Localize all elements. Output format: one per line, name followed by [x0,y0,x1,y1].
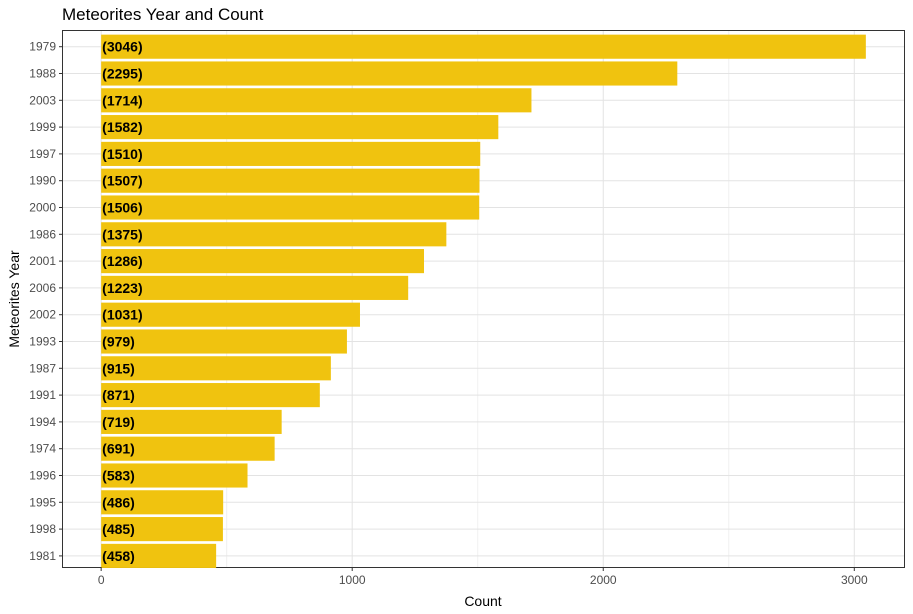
x-tick-label: 1000 [339,573,366,587]
y-tick-label: 2001 [29,254,56,268]
x-axis-title: Count [464,593,501,609]
y-tick-label: 1986 [29,227,56,241]
bar [101,141,481,166]
y-tick-label: 1994 [29,415,56,429]
y-tick-label: 2002 [29,308,56,322]
bar-value-label: (2295) [102,66,142,82]
bar [101,195,480,220]
y-tick-label: 2003 [29,93,56,107]
y-tick-label: 1987 [29,361,56,375]
bar-value-label: (871) [102,387,135,403]
bar-value-label: (691) [102,441,135,457]
bar-value-label: (1714) [102,92,142,108]
x-tick-label: 2000 [590,573,617,587]
y-tick-label: 2000 [29,201,56,215]
x-axis-ticks: 0 1000 2000 3000 [98,567,868,587]
bar [101,329,347,354]
y-tick-label: 1996 [29,469,56,483]
bar-value-label: (1582) [102,119,142,135]
bar [101,115,499,140]
bar [101,383,320,408]
x-tick-label: 0 [98,573,105,587]
bar-value-label: (915) [102,360,135,376]
bar-value-label: (1031) [102,307,142,323]
y-tick-label: 1990 [29,174,56,188]
bar [101,463,248,488]
y-axis-title: Meteorites Year [6,250,22,348]
bar-value-label: (1375) [102,226,142,242]
bar [101,249,425,274]
bar [101,543,217,568]
bar [101,168,480,193]
y-tick-label: 1998 [29,522,56,536]
x-tick-label: 3000 [841,573,868,587]
y-tick-label: 1999 [29,120,56,134]
bar [101,61,678,86]
y-axis-ticks: 1979 1988 2003 1999 1997 1990 2000 1986 2001 2006… [29,40,63,563]
y-tick-label: 1997 [29,147,56,161]
bar [101,409,282,434]
y-tick-label: 1993 [29,335,56,349]
bar [101,517,223,542]
plot-panel-border [62,30,905,568]
bar-value-label: (485) [102,521,135,537]
y-tick-label: 1988 [29,67,56,81]
bar [101,436,275,461]
bar-value-label: (979) [102,334,135,350]
bar [101,88,532,113]
bar [101,222,447,247]
bar-value-label: (1506) [102,200,142,216]
bar [101,302,360,327]
bar-value-label: (486) [102,494,135,510]
data-labels: (3046) (2295) (1714) (1582) (1510) (1507) (150… [102,39,142,564]
bar-value-label: (1510) [102,146,142,162]
y-tick-label: 1974 [29,442,56,456]
bar [101,356,331,381]
bar [101,34,866,59]
bar [101,275,409,300]
bars [101,34,866,568]
y-tick-label: 1979 [29,40,56,54]
bar-value-label: (1286) [102,253,142,269]
bar-value-label: (1223) [102,280,142,296]
bar-value-label: (3046) [102,39,142,55]
y-tick-label: 1981 [29,549,56,563]
bar-value-label: (583) [102,468,135,484]
bar-value-label: (1507) [102,173,142,189]
y-tick-label: 1991 [29,388,56,402]
y-tick-label: 2006 [29,281,56,295]
bar [101,490,224,515]
y-tick-label: 1995 [29,495,56,509]
bar-value-label: (458) [102,548,135,564]
chart-title: Meteorites Year and Count [62,5,264,24]
bar-value-label: (719) [102,414,135,430]
